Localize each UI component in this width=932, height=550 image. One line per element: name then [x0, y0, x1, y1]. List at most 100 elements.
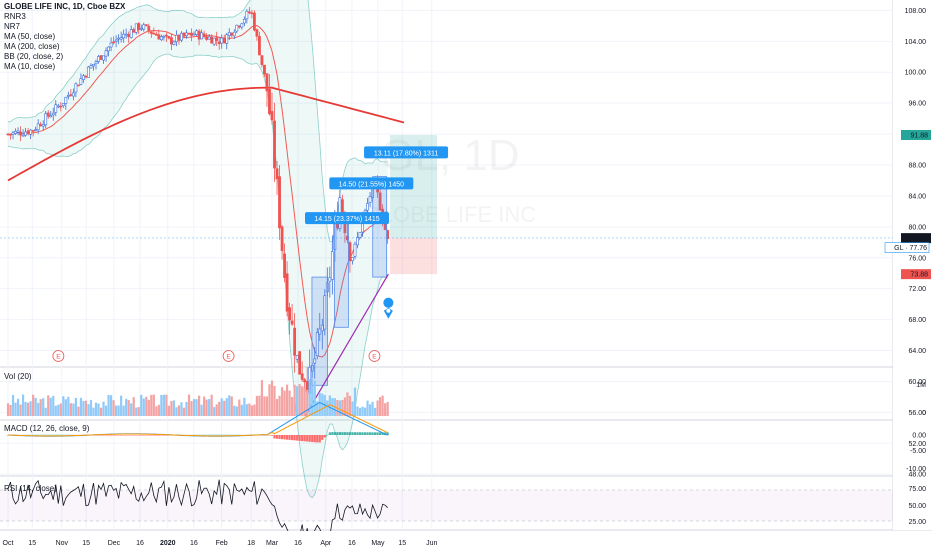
candle-body — [49, 115, 53, 118]
macd-histogram-bar — [142, 435, 145, 436]
rsi-band — [0, 490, 893, 521]
candle-body — [31, 130, 35, 132]
volume-bar — [37, 402, 40, 416]
volume-bar — [32, 394, 35, 416]
macd-histogram-bar — [215, 434, 218, 436]
volume-bar — [175, 407, 178, 416]
candle-body — [180, 32, 183, 41]
volume-bar — [49, 397, 52, 416]
price-axis[interactable]: 108.00104.00100.0096.0092.0088.0084.0080… — [884, 0, 932, 530]
macd-histogram-bar — [130, 435, 133, 436]
price-tick: 64.00 — [908, 348, 926, 355]
macd-histogram-bar — [233, 434, 236, 436]
earnings-marker — [368, 350, 381, 362]
volume-bar — [238, 399, 241, 416]
candle-body — [318, 328, 322, 335]
candle-body — [82, 75, 85, 80]
candle-body — [348, 242, 352, 262]
macd-histogram-bar — [190, 434, 193, 436]
macd-histogram-bar — [162, 435, 165, 436]
volume-bar — [328, 395, 331, 416]
macd-histogram-bar — [230, 434, 233, 436]
macd-histogram-bar — [333, 432, 336, 435]
candle-body — [293, 327, 297, 356]
volume-bar — [142, 398, 145, 416]
candle-body — [197, 30, 201, 40]
volume-bar — [34, 397, 37, 416]
rsi-legend: RSI (14, close) — [4, 484, 57, 493]
candle-body — [192, 33, 196, 36]
candle-body — [79, 78, 83, 85]
macd-histogram-bar — [218, 434, 221, 436]
candle-body — [26, 130, 30, 135]
volume-bar — [318, 392, 321, 416]
candle-body — [157, 34, 161, 40]
macd-histogram-bar — [140, 435, 143, 436]
price-label: 78.54 — [910, 236, 928, 243]
candle-body — [217, 41, 221, 45]
macd-histogram-bar — [220, 434, 223, 436]
macd-histogram-bar — [283, 435, 286, 440]
time-axis[interactable]: Oct 15 Nov 15 Dec 16 2020 16 Feb 18 Mar 16 Apr 16 May 1… — [0, 531, 932, 550]
candle-body — [320, 324, 324, 332]
bollinger-lower — [7, 53, 388, 499]
trendline[interactable] — [304, 273, 394, 417]
macd-histogram-bar — [37, 434, 40, 436]
volume-bar — [69, 403, 72, 416]
candle-body — [278, 176, 281, 229]
macd-histogram-bar — [368, 432, 372, 435]
candle-body — [109, 42, 113, 48]
volume-bar — [366, 400, 369, 416]
macd-histogram-bar — [313, 435, 316, 443]
candle-body — [237, 25, 241, 28]
macd-histogram-bar — [228, 434, 231, 436]
volume-bar — [306, 389, 309, 416]
macd-histogram-bar — [117, 435, 120, 436]
volume-bar — [74, 397, 77, 416]
macd-histogram-bar — [125, 435, 128, 436]
candle-body — [64, 96, 68, 104]
macd-histogram-bar — [363, 432, 367, 435]
volume-bar — [170, 401, 173, 416]
macd-histogram-bar — [381, 432, 384, 435]
volume-bar — [195, 399, 198, 416]
candle-body — [358, 232, 362, 238]
candle-body — [182, 32, 186, 37]
macd-histogram-bar — [208, 434, 211, 436]
volume-bar — [42, 398, 45, 416]
macd-histogram-bar — [102, 435, 105, 436]
legend-title: GLOBE LIFE INC, 1D, Cboe BZX — [4, 2, 126, 11]
macd-histogram-bar — [127, 435, 130, 436]
time-tick: Jun — [426, 540, 437, 547]
macd-histogram-bar — [338, 432, 341, 435]
volume-bar — [331, 398, 334, 416]
macd-histogram-bar — [270, 435, 274, 436]
price-tick: 60.00 — [908, 379, 926, 386]
macd-histogram-bar — [301, 435, 304, 442]
candle-body — [87, 66, 90, 78]
candle-body — [107, 46, 110, 52]
earnings-marker — [52, 350, 65, 362]
candle-body — [24, 131, 28, 136]
measure-label: 14.15 (23.37%) 1415 — [305, 212, 389, 225]
earnings-marker-label: E — [372, 354, 377, 361]
volume-bar — [192, 399, 196, 416]
volume-bar — [11, 394, 15, 416]
volume-bar — [167, 405, 171, 416]
candle-body — [159, 36, 163, 41]
macd-histogram-bar — [336, 432, 339, 435]
ascending-trendline — [304, 273, 389, 417]
chart-legend: GLOBE LIFE INC, 1D, Cboe BZX RNR3 NR7 MA… — [4, 2, 125, 72]
volume-bar — [185, 402, 188, 416]
candle-body — [21, 134, 25, 137]
volume-bar — [275, 399, 279, 416]
macd-histogram-bar — [132, 435, 135, 436]
time-tick: Apr — [320, 540, 332, 547]
time-tick: 18 — [247, 540, 255, 547]
legend-study: BB (20, close, 2) — [4, 52, 64, 61]
candle-body — [44, 113, 48, 126]
rsi-tick: 50.00 — [908, 503, 926, 510]
volume-bar — [120, 395, 123, 416]
volume-bar — [19, 404, 22, 416]
